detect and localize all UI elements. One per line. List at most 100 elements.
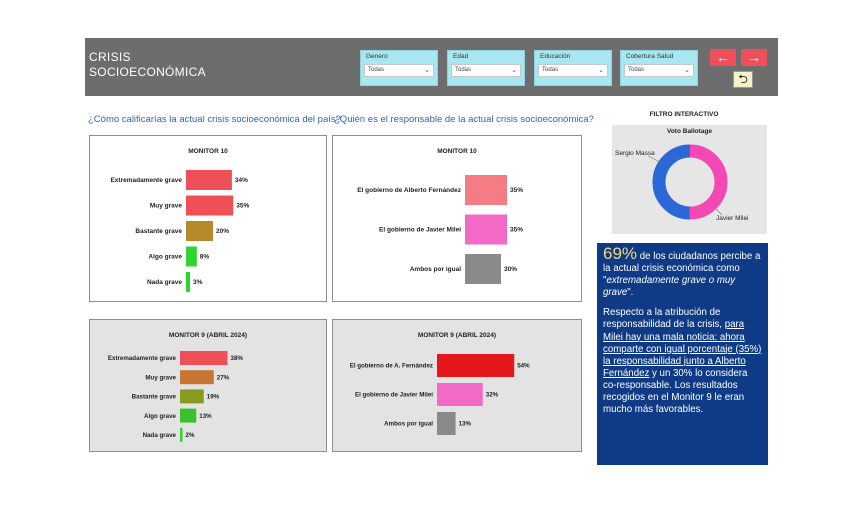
value-label: 8% bbox=[200, 254, 210, 261]
category-label: Bastante grave bbox=[135, 228, 182, 235]
chart-title: MONITOR 9 (ABRIL 2024) bbox=[168, 332, 248, 339]
value-label: 32% bbox=[486, 392, 499, 399]
arrow-right-icon: → bbox=[747, 49, 761, 65]
value-label: 27% bbox=[217, 374, 230, 381]
bar[interactable] bbox=[180, 370, 214, 385]
bar[interactable] bbox=[437, 354, 515, 377]
filter-genero-select[interactable]: Todas ⌄ bbox=[364, 64, 434, 77]
filter-value: Todas bbox=[542, 67, 559, 73]
nav-back-button[interactable]: ← bbox=[710, 49, 736, 66]
category-label: Nada grave bbox=[143, 432, 177, 439]
filter-edad[interactable]: Edad Todas ⌄ bbox=[447, 50, 525, 86]
value-label: 38% bbox=[231, 355, 244, 362]
title-line-1: CRISIS bbox=[89, 50, 131, 64]
category-label: Extremadamente grave bbox=[108, 355, 177, 362]
insight-text: Respecto a la atribución de responsabili… bbox=[603, 307, 725, 331]
title-line-2: SOCIOECONÓMICA bbox=[89, 65, 206, 79]
value-label: 54% bbox=[517, 363, 530, 370]
value-label: 3% bbox=[193, 279, 203, 286]
category-label: El gobierno de Alberto Fernández bbox=[357, 187, 462, 194]
header-bar: CRISIS SOCIOECONÓMICA Genero Todas ⌄ Eda… bbox=[85, 38, 778, 96]
category-label: El gobierno de Javier Milei bbox=[379, 227, 461, 234]
filter-label: Edad bbox=[453, 53, 469, 60]
bar[interactable] bbox=[437, 412, 456, 435]
bar[interactable] bbox=[437, 383, 483, 406]
insight-italic: extremadamente grave o muy grave bbox=[603, 275, 736, 299]
value-label: 13% bbox=[199, 413, 212, 420]
insight-text: de los ciudadanos percibe a la actual cr… bbox=[603, 251, 761, 287]
chevron-down-icon: ⌄ bbox=[684, 67, 690, 74]
question-rating: ¿Cómo calificarías la actual crisis soci… bbox=[88, 114, 341, 125]
bar[interactable] bbox=[465, 214, 507, 245]
bar[interactable] bbox=[465, 175, 507, 205]
filter-educacion-select[interactable]: Todas ⌄ bbox=[538, 64, 608, 77]
filter-label: Cobertura Salud bbox=[626, 53, 674, 60]
filter-edad-select[interactable]: Todas ⌄ bbox=[451, 64, 521, 77]
bar[interactable] bbox=[186, 170, 232, 190]
filter-cobertura-select[interactable]: Todas ⌄ bbox=[624, 64, 694, 77]
bar[interactable] bbox=[180, 427, 183, 442]
filter-genero[interactable]: Genero Todas ⌄ bbox=[360, 50, 438, 86]
filter-educacion[interactable]: Educación Todas ⌄ bbox=[534, 50, 612, 86]
filter-heading: FILTRO INTERACTIVO bbox=[649, 111, 719, 118]
bar[interactable] bbox=[180, 351, 228, 365]
bar[interactable] bbox=[186, 195, 234, 216]
bar[interactable] bbox=[186, 246, 197, 267]
category-label: Muy grave bbox=[145, 374, 176, 381]
value-label: 2% bbox=[186, 432, 195, 439]
category-label: Algo grave bbox=[148, 254, 182, 261]
filter-value: Todas bbox=[628, 67, 645, 73]
category-label: Ambos por igual bbox=[410, 266, 461, 273]
donut-filter-panel: Voto Ballotage Sergio Massa Javier Milei bbox=[612, 125, 767, 234]
reset-button[interactable]: ⮌ bbox=[733, 71, 753, 88]
chart-title: MONITOR 10 bbox=[437, 148, 477, 155]
arrow-left-icon: ← bbox=[716, 49, 730, 65]
value-label: 34% bbox=[235, 177, 248, 184]
insight-highlight-number: 69% bbox=[603, 244, 638, 263]
chart-panel-monitor10-responsible: MONITOR 10 El gobierno de Alberto Fernán… bbox=[332, 135, 582, 302]
insight-underlined: para Milei hay una mala noticia: ahora c… bbox=[603, 319, 762, 379]
value-label: 35% bbox=[510, 187, 523, 194]
category-label: Extremadamente grave bbox=[110, 177, 182, 184]
chevron-down-icon: ⌄ bbox=[511, 67, 517, 74]
category-label: El gobierno de Javier Milei bbox=[355, 392, 433, 399]
filter-label: Educación bbox=[540, 53, 571, 60]
bar[interactable] bbox=[186, 221, 213, 241]
filter-cobertura-salud[interactable]: Cobertura Salud Todas ⌄ bbox=[620, 50, 698, 86]
category-label: Bastante grave bbox=[132, 394, 177, 401]
chevron-down-icon: ⌄ bbox=[424, 67, 430, 74]
donut-chart bbox=[647, 144, 728, 220]
chart-panel-monitor9-rating: MONITOR 9 (ABRIL 2024) Extremadamente gr… bbox=[89, 319, 327, 452]
value-label: 13% bbox=[459, 421, 472, 428]
filter-label: Genero bbox=[366, 53, 388, 60]
value-label: 20% bbox=[216, 228, 229, 235]
donut-slice-massa[interactable] bbox=[652, 144, 728, 220]
value-label: 19% bbox=[207, 394, 220, 401]
category-label: Algo grave bbox=[144, 413, 177, 420]
donut-label-massa: Sergio Massa bbox=[615, 150, 655, 157]
category-label: Nada grave bbox=[147, 279, 182, 286]
chart-panel-monitor10-rating: MONITOR 10 Extremadamente grave 34% Muy gr… bbox=[89, 135, 327, 302]
filter-value: Todas bbox=[455, 67, 472, 73]
filter-value: Todas bbox=[368, 67, 385, 73]
chevron-down-icon: ⌄ bbox=[598, 67, 604, 74]
chart-title: MONITOR 9 (ABRIL 2024) bbox=[417, 332, 497, 339]
bar[interactable] bbox=[186, 272, 191, 292]
bar[interactable] bbox=[180, 389, 204, 404]
donut-label-milei: Javier Milei bbox=[716, 215, 749, 222]
bar-chart: Extremadamente grave 34% Muy grave 35% Basta… bbox=[110, 170, 249, 292]
category-label: Ambos por igual bbox=[384, 421, 433, 428]
nav-forward-button[interactable]: → bbox=[741, 49, 767, 66]
insight-text: ". bbox=[627, 287, 634, 299]
category-label: El gobierno de A. Fernández bbox=[350, 363, 433, 370]
bar-chart: Extremadamente grave 38% Muy grave 27% Basta… bbox=[108, 351, 244, 442]
bar[interactable] bbox=[180, 408, 197, 423]
category-label: Muy grave bbox=[150, 203, 183, 210]
leader-line bbox=[715, 208, 723, 216]
undo-icon: ⮌ bbox=[738, 72, 748, 86]
value-label: 35% bbox=[510, 227, 523, 234]
bar-chart: El gobierno de Alberto Fernández 35% El go… bbox=[357, 175, 523, 284]
insight-paragraph-1: 69% de los ciudadanos percibe a la actua… bbox=[603, 245, 762, 299]
bar[interactable] bbox=[465, 254, 501, 284]
leader-line bbox=[647, 155, 663, 164]
